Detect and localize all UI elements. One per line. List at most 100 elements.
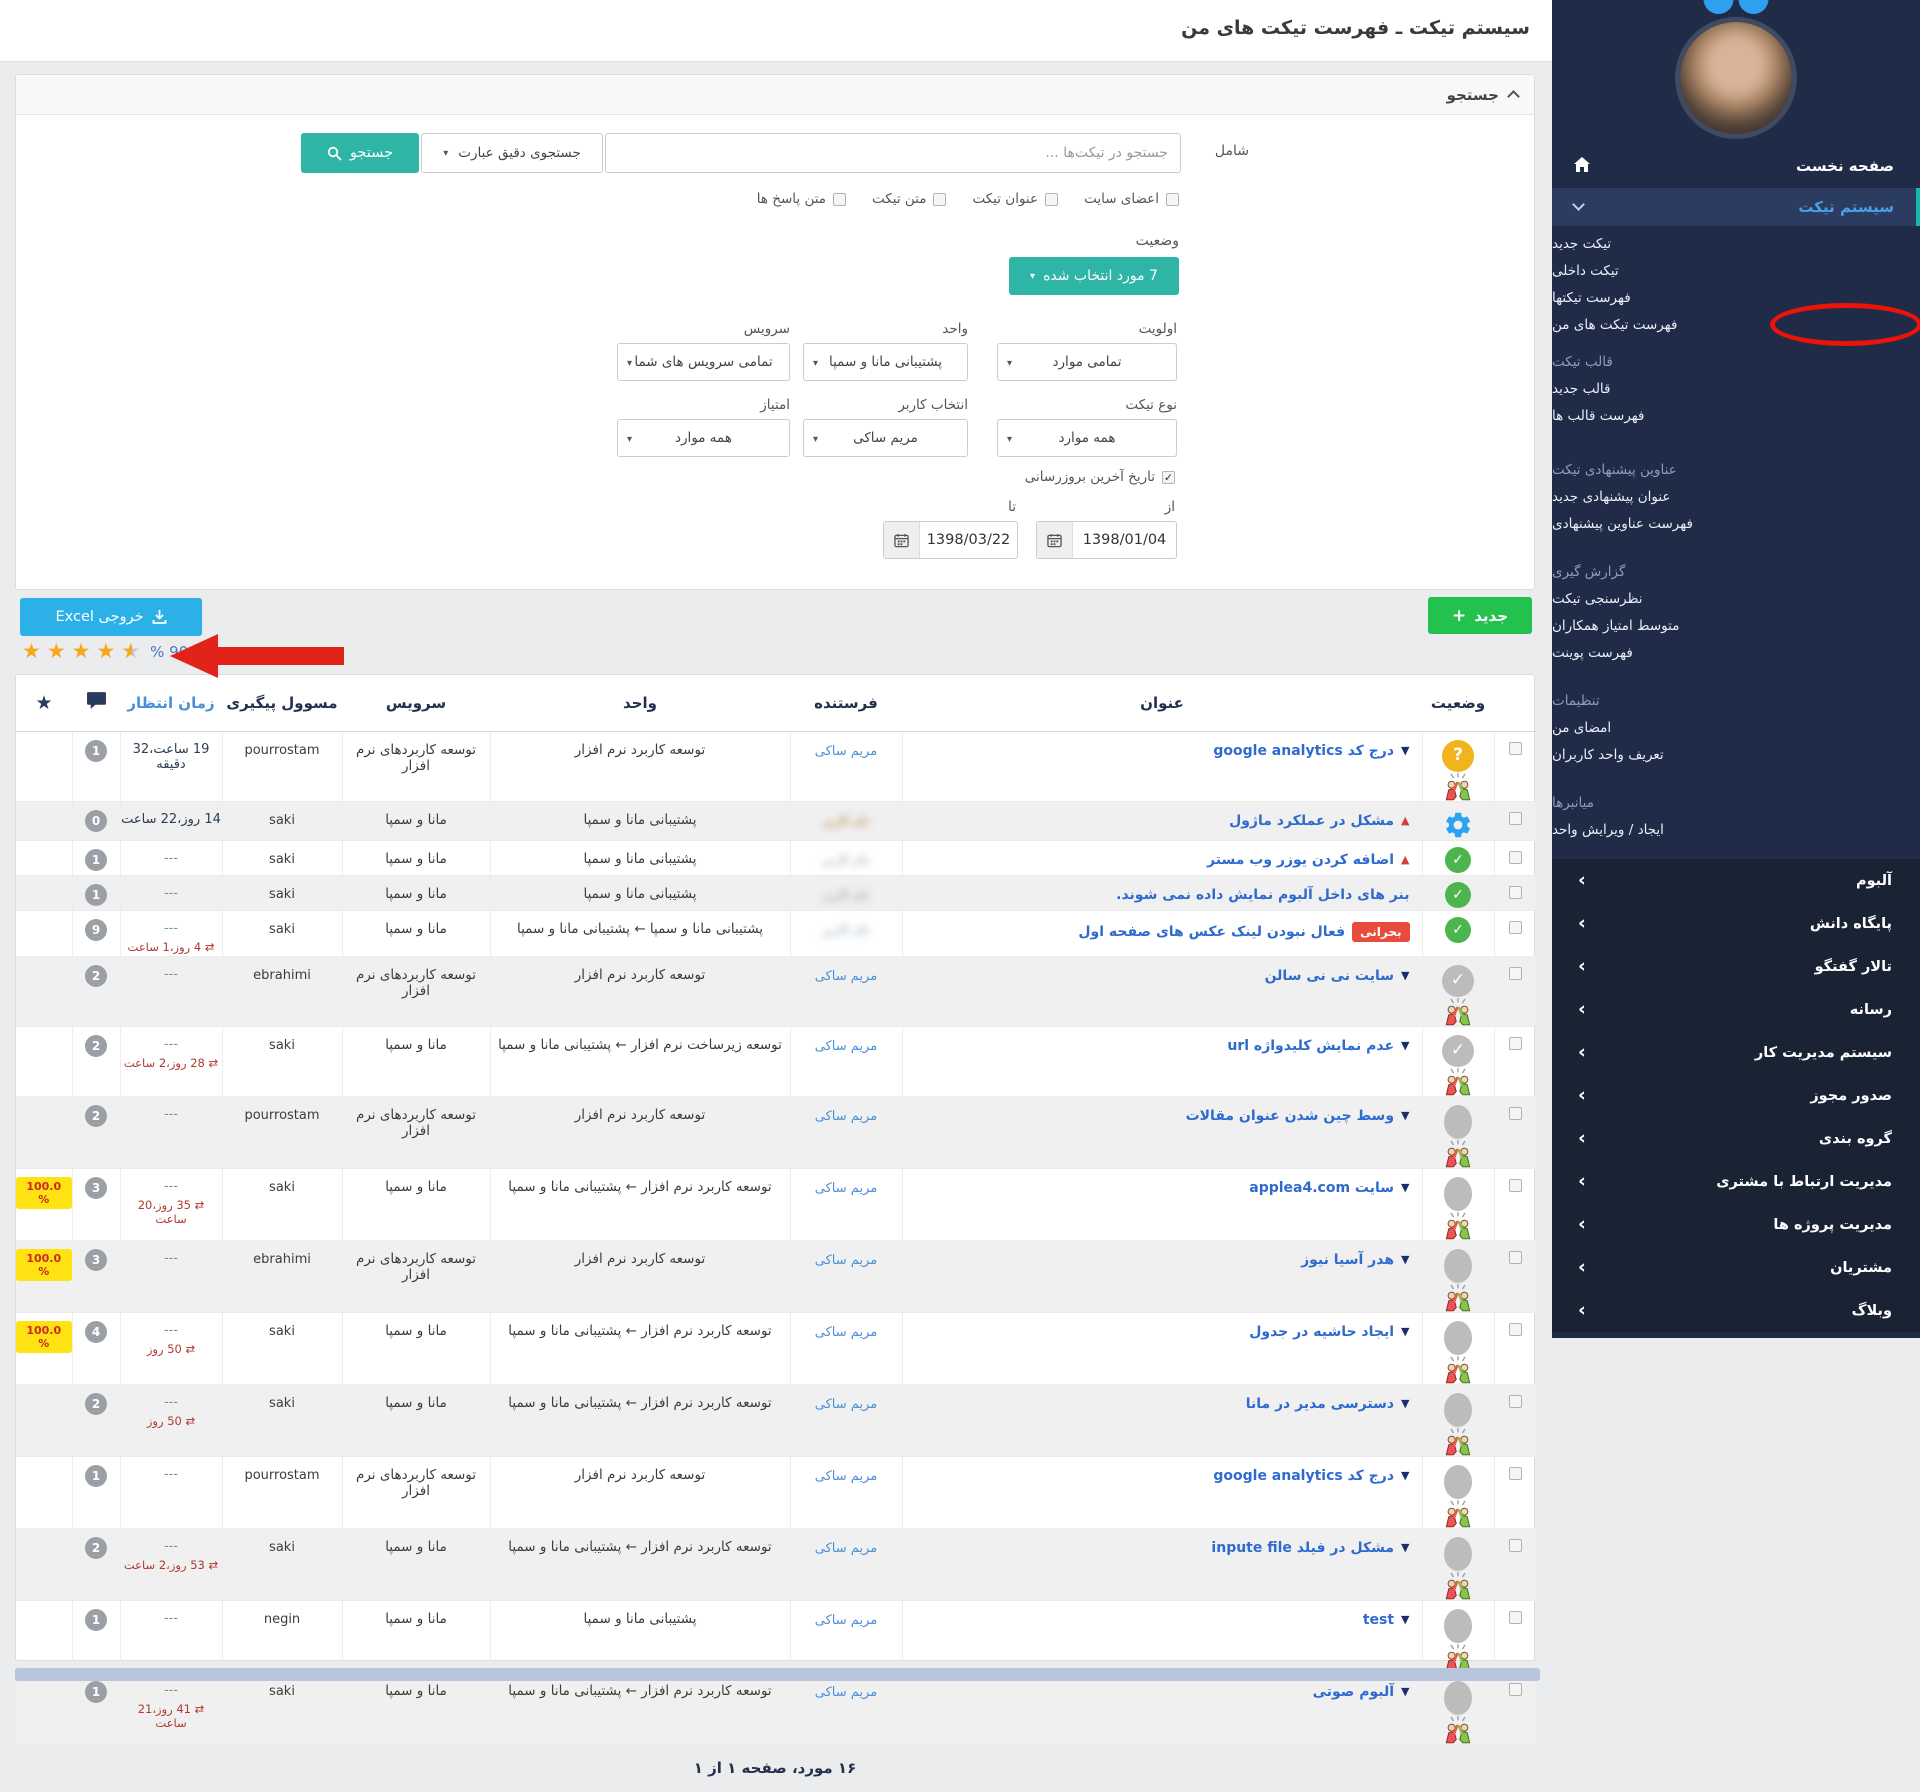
row-checkbox-cell[interactable] xyxy=(1493,1600,1536,1672)
scope-checkbox[interactable]: متن تیکت xyxy=(872,191,947,207)
search-button[interactable]: جستجو xyxy=(301,133,419,173)
sidebar-item[interactable]: سیستم مدیریت کار ‹ xyxy=(1578,1041,1892,1063)
scope-checkbox[interactable]: اعضای سایت xyxy=(1084,191,1179,207)
ticket-title-link[interactable]: ایجاد حاشیه در جدول xyxy=(1249,1323,1395,1340)
scope-checkbox[interactable]: متن پاسخ ها xyxy=(757,191,847,207)
row-checkbox-cell[interactable] xyxy=(1493,1456,1536,1528)
sidebar-item[interactable]: تالار گفتگو ‹ xyxy=(1578,955,1892,977)
ticket-marker-icon[interactable]: ▼ xyxy=(1401,1541,1410,1554)
row-checkbox-cell[interactable] xyxy=(1493,840,1536,875)
sender-link[interactable]: مریم ساکی xyxy=(814,1324,878,1340)
search-mode-select[interactable]: جستجوی دقیق عبارت ▾ xyxy=(421,133,603,173)
sidebar-item[interactable]: قالب جدید xyxy=(1552,380,1611,397)
ticket-title-link[interactable]: مشکل در عملکرد ماژول xyxy=(1229,812,1395,829)
sidebar-item[interactable]: نظرسنجی تیکت xyxy=(1552,590,1643,607)
sender-link[interactable]: مریم ساکی xyxy=(814,1396,878,1412)
sidebar-item[interactable]: تیکت داخلی xyxy=(1552,262,1619,279)
comments-cell[interactable]: 1 xyxy=(71,1600,120,1672)
sidebar-item[interactable]: امضای من xyxy=(1552,719,1612,736)
comments-cell[interactable]: 1 xyxy=(71,840,120,875)
ticket-title-link[interactable]: وسط چین شدن عنوان مقالات xyxy=(1185,1107,1395,1124)
row-checkbox-cell[interactable] xyxy=(1493,731,1536,801)
comments-cell[interactable]: 0 xyxy=(71,801,120,840)
comments-cell[interactable]: 1 xyxy=(71,1456,120,1528)
ticket-marker-icon[interactable]: ▼ xyxy=(1401,1039,1410,1052)
comments-cell[interactable]: 2 xyxy=(71,1096,120,1168)
row-checkbox-cell[interactable] xyxy=(1493,1312,1536,1384)
ticket-marker-icon[interactable]: ▼ xyxy=(1401,1325,1410,1338)
filter-select[interactable]: مریم ساکی ▾ xyxy=(803,419,968,457)
sidebar-item-home[interactable]: صفحه نخست xyxy=(1552,148,1920,184)
comments-cell[interactable]: 9 xyxy=(71,910,120,956)
row-checkbox-cell[interactable] xyxy=(1493,1528,1536,1600)
sidebar-item[interactable]: آلبوم ‹ xyxy=(1578,869,1892,891)
sender-link[interactable]: مریم ساکی xyxy=(814,1612,878,1628)
date-to-input[interactable]: 1398/03/22 xyxy=(883,521,1018,559)
filter-select[interactable]: پشتیبانی مانا و سمپا ▾ xyxy=(803,343,968,381)
export-excel-button[interactable]: خروجی Excel xyxy=(20,598,202,636)
sender-link[interactable]: مریم ساکی xyxy=(814,1180,878,1196)
row-checkbox-cell[interactable] xyxy=(1493,875,1536,910)
comments-cell[interactable]: 1 xyxy=(71,875,120,910)
comments-cell[interactable]: 3 xyxy=(71,1240,120,1312)
row-checkbox-cell[interactable] xyxy=(1493,910,1536,956)
ticket-title-link[interactable]: هدر آسیا نیوز xyxy=(1301,1251,1395,1268)
ticket-title-link[interactable]: مشکل در فیلد inpute file xyxy=(1211,1539,1395,1556)
row-checkbox-cell[interactable] xyxy=(1493,1168,1536,1240)
filter-select[interactable]: تمامی سرویس های شما ▾ xyxy=(617,343,790,381)
sidebar-item[interactable]: فهرست تیکتها xyxy=(1552,289,1631,306)
ticket-title-link[interactable]: درج کد google analytics xyxy=(1213,742,1395,759)
header-wait-time-sort[interactable]: زمان انتظار xyxy=(120,675,222,732)
sidebar-item-ticket-system[interactable]: سیستم تیکت xyxy=(1552,188,1920,226)
comments-cell[interactable]: 1 xyxy=(71,1672,120,1744)
sender-link[interactable]: مریم ساکی xyxy=(814,1252,878,1268)
ticket-title-link[interactable]: آلبوم صوتی xyxy=(1312,1683,1395,1700)
ticket-title-link[interactable]: عدم نمایش کلیدواژه url xyxy=(1227,1037,1395,1054)
date-from-input[interactable]: 1398/01/04 xyxy=(1036,521,1177,559)
sidebar-item[interactable]: مدیریت ارتباط با مشتری ‹ xyxy=(1578,1170,1892,1192)
sidebar-item[interactable]: متوسط امتیاز همکاران xyxy=(1552,617,1680,634)
search-panel-header[interactable]: جستجو xyxy=(16,75,1534,115)
ticket-title-link[interactable]: درج کد google analytics xyxy=(1213,1467,1395,1484)
ticket-title-link[interactable]: بنر های داخل آلبوم نمایش داده نمی شوند. xyxy=(1116,886,1410,903)
ticket-marker-icon[interactable]: ▼ xyxy=(1401,744,1410,757)
horizontal-scrollbar[interactable] xyxy=(15,1668,1540,1681)
comments-cell[interactable]: 2 xyxy=(71,1528,120,1600)
last-update-date-checkbox[interactable]: ✓ تاریخ آخرین بروزرسانی xyxy=(1025,469,1175,485)
row-checkbox-cell[interactable] xyxy=(1493,956,1536,1026)
ticket-title-link[interactable]: اضافه کردن یوزر وب مستر xyxy=(1207,851,1395,868)
ticket-marker-icon[interactable]: ▲ xyxy=(1401,814,1410,827)
filter-select[interactable]: همه موارد ▾ xyxy=(617,419,790,457)
ticket-marker-icon[interactable]: ▲ xyxy=(1401,853,1410,866)
row-checkbox-cell[interactable] xyxy=(1493,1384,1536,1456)
sidebar-item[interactable]: تیکت جدید xyxy=(1552,235,1612,252)
sidebar-item[interactable]: گروه بندی ‹ xyxy=(1578,1127,1892,1149)
sidebar-item[interactable]: وبلاگ ‹ xyxy=(1578,1299,1892,1321)
sidebar-item[interactable]: مدیریت پروژه ها ‹ xyxy=(1578,1213,1892,1235)
sidebar-item[interactable]: پایگاه دانش ‹ xyxy=(1578,912,1892,934)
sidebar-item[interactable]: تعریف واحد کاربران xyxy=(1552,746,1664,763)
comments-cell[interactable]: 2 xyxy=(71,1384,120,1456)
ticket-marker-icon[interactable]: ▼ xyxy=(1401,1469,1410,1482)
ticket-marker-icon[interactable]: ▼ xyxy=(1401,1397,1410,1410)
ticket-marker-icon[interactable]: ▼ xyxy=(1401,1253,1410,1266)
sidebar-item[interactable]: صدور مجوز ‹ xyxy=(1578,1084,1892,1106)
new-ticket-button[interactable]: جدید + xyxy=(1428,597,1532,634)
sender-link[interactable]: مریم ساکی xyxy=(814,743,878,759)
comments-cell[interactable]: 2 xyxy=(71,956,120,1026)
user-avatar[interactable] xyxy=(1680,22,1792,134)
ticket-title-link[interactable]: test xyxy=(1362,1611,1395,1628)
comments-cell[interactable]: 1 xyxy=(71,731,120,801)
sidebar-item[interactable]: مشتریان ‹ xyxy=(1578,1256,1892,1278)
sender-link[interactable]: مریم ساکی xyxy=(814,1468,878,1484)
scope-checkbox[interactable]: عنوان تیکت xyxy=(972,191,1059,207)
ticket-title-link[interactable]: دسترسی مدیر در مانا xyxy=(1245,1395,1395,1412)
status-multiselect-button[interactable]: 7 مورد انتخاب شده ▾ xyxy=(1009,257,1179,295)
ticket-marker-icon[interactable]: ▼ xyxy=(1401,969,1410,982)
ticket-marker-icon[interactable]: ▼ xyxy=(1401,1613,1410,1626)
ticket-marker-icon[interactable]: ▼ xyxy=(1401,1685,1410,1698)
row-checkbox-cell[interactable] xyxy=(1493,1240,1536,1312)
sidebar-item[interactable]: فهرست عناوین پیشنهادی xyxy=(1552,515,1693,532)
sender-link[interactable]: مریم ساکی xyxy=(814,1108,878,1124)
sender-link[interactable]: مریم ساکی xyxy=(814,1540,878,1556)
